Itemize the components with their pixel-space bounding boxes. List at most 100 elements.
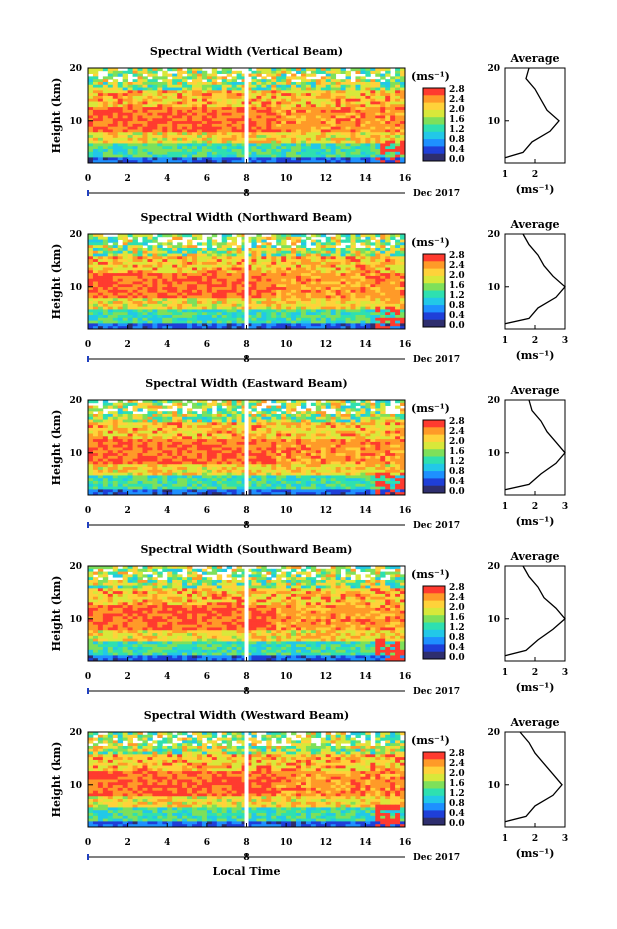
heatmap-cell	[231, 87, 237, 91]
heatmap-cell	[127, 267, 133, 271]
heatmap-cell	[360, 95, 366, 100]
heatmap-cell	[241, 284, 247, 288]
heatmap-cell	[221, 267, 228, 271]
heatmap-cell	[137, 146, 143, 150]
heatmap-cell	[365, 68, 371, 72]
heatmap-cell	[112, 239, 119, 243]
heatmap-cell	[271, 146, 277, 150]
heatmap-cell	[325, 129, 332, 133]
heatmap-cell	[162, 146, 168, 150]
heatmap-cell	[315, 90, 322, 94]
heatmap-cell	[112, 98, 119, 102]
heatmap-cell	[365, 245, 371, 249]
heatmap-cell	[271, 154, 277, 158]
heatmap-cell	[88, 400, 94, 404]
heatmap-cell	[92, 90, 99, 94]
heatmap-cell	[256, 270, 262, 274]
heatmap-cell	[192, 149, 198, 153]
heatmap-cell	[206, 284, 213, 288]
heatmap-cell	[221, 303, 228, 308]
heatmap-cell	[286, 289, 292, 294]
heatmap-cell	[360, 416, 366, 420]
heatmap-cell	[236, 259, 242, 263]
heatmap-cell	[88, 284, 94, 288]
heatmap-cell	[246, 115, 252, 119]
heatmap-cell	[286, 256, 292, 260]
heatmap-cell	[395, 93, 401, 97]
heatmap-cell	[360, 295, 366, 299]
heatmap-cell	[226, 112, 233, 116]
heatmap-cell	[88, 295, 94, 299]
heatmap-cell	[177, 151, 183, 156]
heatmap-cell	[281, 256, 287, 260]
heatmap-cell	[325, 270, 332, 274]
heatmap-cell	[345, 151, 351, 156]
heatmap-cell	[107, 112, 114, 116]
heatmap-cell	[127, 121, 133, 125]
heatmap-cell	[246, 281, 252, 285]
heatmap-cell	[251, 236, 257, 240]
heatmap-cell	[300, 267, 307, 271]
heatmap-cell	[167, 104, 173, 108]
heatmap-cell	[340, 275, 346, 280]
heatmap-cell	[88, 109, 94, 114]
heatmap-cell	[246, 137, 252, 142]
heatmap-cell	[365, 236, 371, 240]
heatmap-cell	[355, 250, 361, 254]
heatmap-cell	[251, 270, 257, 274]
heatmap-cell	[320, 149, 327, 153]
heatmap-cell	[206, 264, 213, 268]
heatmap-cell	[296, 234, 302, 238]
heatmap-cell	[201, 402, 208, 406]
heatmap-cell	[305, 408, 312, 412]
heatmap-cell	[117, 425, 124, 429]
heatmap-cell	[350, 250, 356, 254]
heatmap-cell	[201, 250, 208, 254]
heatmap-cell	[152, 137, 158, 142]
heatmap-cell	[196, 298, 203, 302]
heatmap-cell	[172, 84, 178, 88]
heatmap-cell	[92, 261, 99, 266]
heatmap-cell	[395, 303, 401, 308]
heatmap-cell	[390, 413, 396, 418]
heatmap-cell	[370, 70, 376, 74]
heatmap-cell	[226, 104, 233, 108]
heatmap-cell	[97, 416, 104, 420]
heatmap-cell	[246, 298, 252, 302]
heatmap-cell	[360, 140, 366, 144]
heatmap-cell	[167, 242, 173, 246]
heatmap-cell	[276, 118, 282, 122]
heatmap-cell	[142, 129, 148, 133]
heatmap-cell	[335, 98, 342, 102]
heatmap-cell	[350, 68, 356, 72]
heatmap-cell	[112, 104, 119, 108]
heatmap-cell	[137, 151, 143, 156]
heatmap-cell	[281, 317, 287, 322]
heatmap-cell	[246, 160, 252, 164]
heatmap-cell	[211, 287, 218, 291]
heatmap-cell	[400, 295, 406, 299]
heatmap-cell	[206, 301, 213, 305]
heatmap-cell	[315, 400, 322, 404]
heatmap-cell	[286, 129, 292, 133]
heatmap-cell	[256, 275, 262, 280]
heatmap-cell	[236, 140, 242, 144]
heatmap-cell	[97, 121, 104, 125]
heatmap-cell	[216, 267, 223, 271]
heatmap-cell	[172, 98, 178, 102]
heatmap-cell	[315, 287, 322, 291]
heatmap-cell	[345, 413, 351, 418]
heatmap-cell	[187, 247, 193, 252]
heatmap-cell	[226, 135, 233, 139]
heatmap-cell	[206, 425, 213, 429]
heatmap-cell	[256, 400, 262, 404]
heatmap-cell	[117, 264, 124, 268]
heatmap-cell	[291, 149, 297, 153]
heatmap-cell	[107, 315, 114, 319]
heatmap-cell	[142, 413, 148, 418]
heatmap-cell	[330, 264, 337, 268]
heatmap-cell	[300, 264, 307, 268]
heatmap-cell	[350, 239, 356, 243]
heatmap-cell	[370, 135, 376, 139]
heatmap-cell	[310, 247, 317, 252]
